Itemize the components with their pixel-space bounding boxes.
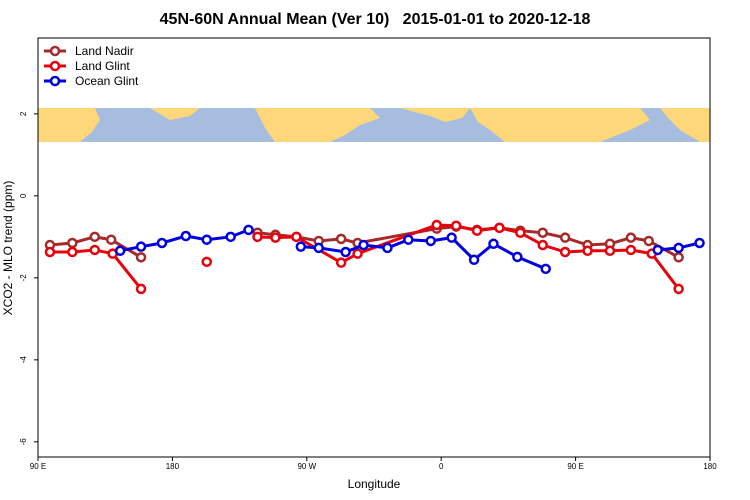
point	[352, 248, 363, 259]
y-axis-label: XCO2 - MLO trend (ppm)	[1, 181, 15, 316]
point	[515, 227, 526, 238]
point	[468, 254, 480, 266]
x-tick-label: 90 W	[297, 462, 316, 471]
point	[431, 219, 442, 231]
point	[488, 238, 499, 250]
point	[67, 246, 78, 258]
legend-marker	[49, 45, 61, 57]
point	[270, 232, 281, 243]
point	[358, 239, 369, 251]
point	[694, 237, 705, 249]
point	[44, 246, 56, 258]
plot-frame	[37, 37, 711, 458]
x-tick-label: 0	[439, 462, 444, 471]
x-tick-label: 180	[703, 462, 717, 471]
point	[340, 246, 351, 258]
point	[252, 231, 263, 243]
point	[135, 252, 147, 263]
point	[180, 230, 192, 242]
x-tick-label: 180	[166, 462, 180, 471]
point	[225, 231, 236, 243]
point	[604, 245, 616, 257]
point	[582, 245, 593, 257]
legend-marker	[49, 60, 61, 72]
point	[382, 242, 393, 254]
y-tick-label: -6	[19, 438, 28, 446]
legend-marker	[49, 75, 61, 87]
point	[335, 257, 347, 268]
point	[559, 232, 571, 243]
point	[652, 244, 663, 256]
point	[512, 251, 523, 263]
point	[673, 242, 684, 254]
point	[201, 256, 212, 268]
point	[494, 222, 505, 234]
point	[135, 283, 147, 295]
x-axis-label: Longitude	[348, 477, 401, 491]
point	[537, 227, 548, 238]
point	[89, 244, 100, 256]
point	[625, 232, 637, 243]
land	[150, 108, 200, 120]
point	[295, 241, 307, 252]
point	[450, 220, 462, 232]
point	[291, 231, 302, 243]
point	[425, 235, 436, 247]
point	[403, 234, 414, 245]
legend-label: Ocean Glint	[75, 74, 139, 88]
y-tick-label: -2	[19, 274, 28, 282]
point	[673, 252, 684, 263]
point	[559, 246, 571, 258]
point	[89, 231, 100, 243]
land	[255, 108, 380, 142]
legend-label: Land Glint	[75, 59, 130, 73]
point	[471, 225, 483, 236]
point	[643, 235, 655, 247]
land	[470, 108, 650, 142]
point	[313, 242, 324, 254]
land	[660, 108, 710, 142]
point	[201, 234, 212, 245]
point	[446, 232, 457, 243]
point	[540, 263, 551, 275]
point	[673, 283, 684, 295]
x-tick-label: 90 E	[30, 462, 46, 471]
y-tick-label: 0	[19, 193, 28, 198]
y-tick-label: -4	[19, 356, 28, 364]
y-tick-label: 2	[19, 111, 28, 116]
point	[67, 237, 78, 249]
map-strip	[38, 108, 710, 142]
point	[105, 234, 117, 245]
point	[135, 241, 147, 252]
land	[38, 108, 100, 142]
land	[400, 108, 470, 122]
point	[335, 233, 347, 245]
point	[537, 239, 548, 251]
point	[243, 224, 254, 236]
point	[625, 244, 637, 256]
legend-label: Land Nadir	[75, 44, 134, 58]
x-tick-label: 90 E	[567, 462, 583, 471]
point	[156, 237, 168, 249]
point	[114, 245, 126, 257]
chart-title: 45N-60N Annual Mean (Ver 10) 2015-01-01 …	[160, 11, 591, 28]
